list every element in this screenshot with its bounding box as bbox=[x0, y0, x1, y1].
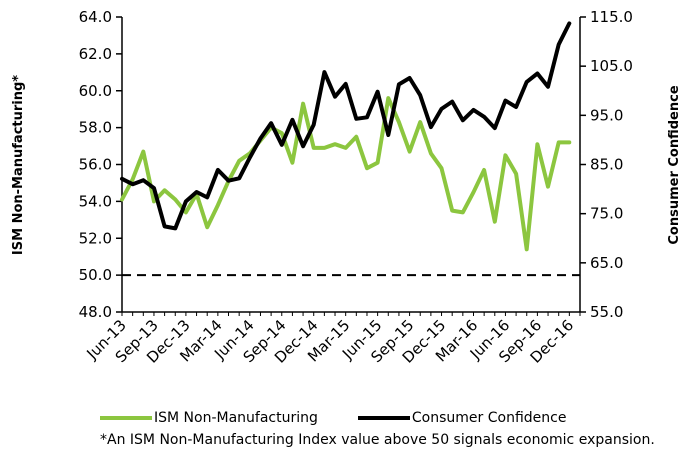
right-tick-label: 85.0 bbox=[590, 156, 623, 174]
legend: ISM Non-Manufacturing Consumer Confidenc… bbox=[100, 410, 606, 426]
right-axis-title: Consumer Confidence bbox=[667, 85, 682, 244]
right-tick-label: 55.0 bbox=[590, 303, 623, 321]
legend-swatch-cc bbox=[357, 416, 410, 420]
right-tick-label: 95.0 bbox=[590, 106, 623, 124]
left-tick-label: 52.0 bbox=[79, 229, 112, 247]
left-tick-label: 50.0 bbox=[79, 266, 112, 284]
series-line-ism bbox=[120, 96, 572, 252]
left-axis-title: ISM Non-Manufacturing* bbox=[11, 75, 26, 255]
series-line-consumer-confidence bbox=[120, 21, 572, 231]
legend-label-cc: Consumer Confidence bbox=[411, 410, 567, 426]
left-tick-label: 54.0 bbox=[79, 192, 112, 210]
left-tick-label: 60.0 bbox=[79, 82, 112, 100]
left-tick-label: 58.0 bbox=[79, 119, 112, 137]
legend-swatch-ism bbox=[100, 416, 152, 420]
legend-item-ism: ISM Non-Manufacturing bbox=[100, 410, 318, 426]
plot-area bbox=[120, 21, 580, 277]
left-tick-label: 56.0 bbox=[79, 156, 112, 174]
footnote: *An ISM Non-Manufacturing Index value ab… bbox=[100, 432, 655, 448]
legend-label-ism: ISM Non-Manufacturing bbox=[154, 410, 318, 426]
left-axis: 48.0 50.0 52.0 54.0 56.0 58.0 60.0 62.0 64.0 bbox=[79, 8, 123, 321]
right-tick-label: 65.0 bbox=[590, 254, 623, 272]
dual-axis-line-chart: 48.0 50.0 52.0 54.0 56.0 58.0 60.0 62.0 64.0 55.… bbox=[11, 8, 682, 367]
left-tick-label: 62.0 bbox=[79, 45, 112, 63]
right-tick-label: 105.0 bbox=[590, 57, 633, 75]
x-axis: Jun-13Sep-13Dec-13Mar-14Jun-14Sep-14Dec-… bbox=[82, 311, 581, 367]
right-axis: 55.0 65.0 75.0 85.0 95.0 105.0 115.0 bbox=[579, 8, 633, 321]
left-tick-label: 48.0 bbox=[79, 303, 112, 321]
right-tick-label: 75.0 bbox=[590, 205, 623, 223]
left-tick-label: 64.0 bbox=[79, 8, 112, 26]
right-tick-label: 115.0 bbox=[590, 8, 633, 26]
legend-item-cc: Consumer Confidence bbox=[357, 410, 567, 426]
